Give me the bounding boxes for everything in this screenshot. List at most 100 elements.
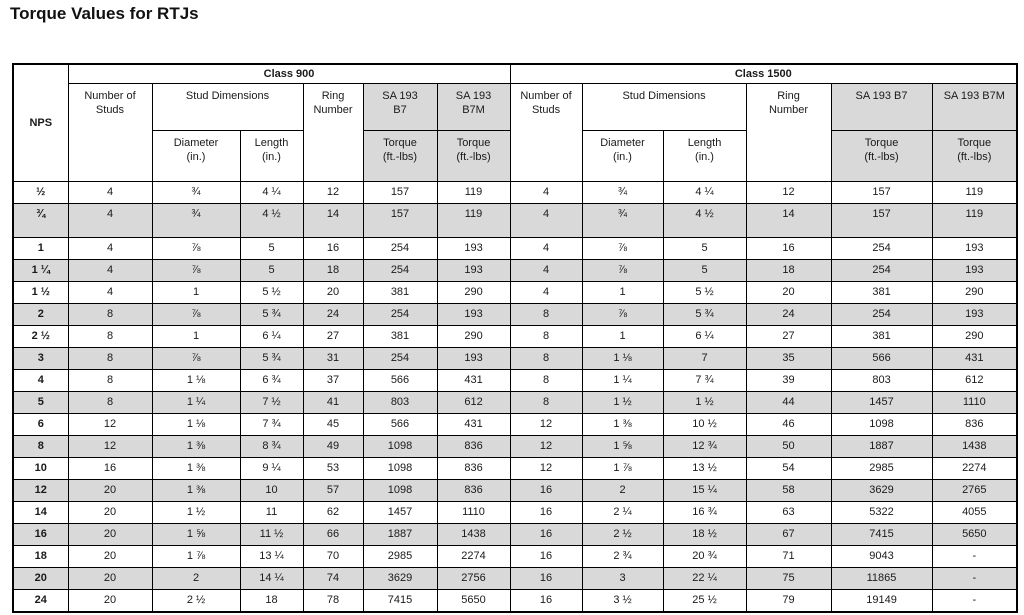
value-cell: 119 — [931, 203, 1018, 238]
value-cell: 1 ⅝ — [151, 523, 241, 546]
value-cell: 254 — [830, 303, 933, 326]
header-length-900: Length (in.) — [239, 130, 304, 182]
value-cell: 381 — [830, 325, 933, 348]
value-cell: 2 — [151, 567, 241, 590]
value-cell: 2 ¼ — [581, 501, 664, 524]
value-cell: 4 ½ — [239, 203, 304, 238]
value-cell: 1438 — [931, 435, 1018, 458]
value-cell: 566 — [362, 369, 438, 392]
value-cell: 157 — [362, 203, 438, 238]
value-cell: 11865 — [830, 567, 933, 590]
value-cell: 1098 — [362, 479, 438, 502]
value-cell: 5650 — [931, 523, 1018, 546]
value-cell: 3 — [581, 567, 664, 590]
value-cell: 75 — [745, 567, 832, 590]
value-cell: 12 — [509, 435, 583, 458]
value-cell: 803 — [362, 391, 438, 414]
value-cell: 254 — [830, 259, 933, 282]
value-cell: 5 ¾ — [239, 303, 304, 326]
value-cell: 4 — [509, 259, 583, 282]
value-cell: 8 — [509, 325, 583, 348]
value-cell: 12 — [509, 413, 583, 436]
value-cell: 566 — [362, 413, 438, 436]
value-cell: 836 — [436, 457, 511, 480]
value-cell: 78 — [302, 589, 364, 613]
value-cell: 4 — [509, 237, 583, 260]
value-cell: 8 — [509, 391, 583, 414]
nps-cell: 10 — [12, 457, 69, 480]
value-cell: 8 — [67, 325, 153, 348]
nps-cell: 3 — [12, 347, 69, 370]
value-cell: 1 ⅛ — [151, 413, 241, 436]
nps-cell: 1 ¼ — [12, 259, 69, 282]
value-cell: 16 — [509, 545, 583, 568]
value-cell: 193 — [931, 237, 1018, 260]
value-cell: 16 — [509, 479, 583, 502]
header-diameter-1500: Diameter (in.) — [581, 130, 664, 182]
value-cell: 14 ¼ — [239, 567, 304, 590]
value-cell: 2765 — [931, 479, 1018, 502]
nps-cell: 20 — [12, 567, 69, 590]
value-cell: 5 ½ — [239, 281, 304, 304]
value-cell: ⅞ — [151, 237, 241, 260]
value-cell: 3 ½ — [581, 589, 664, 613]
value-cell: 290 — [931, 325, 1018, 348]
value-cell: 66 — [302, 523, 364, 546]
value-cell: 1438 — [436, 523, 511, 546]
value-cell: 1 ½ — [662, 391, 747, 414]
value-cell: 119 — [436, 181, 511, 204]
value-cell: 7 ½ — [239, 391, 304, 414]
value-cell: 8 — [67, 347, 153, 370]
value-cell: 12 — [509, 457, 583, 480]
nps-cell: 12 — [12, 479, 69, 502]
value-cell: 20 — [67, 479, 153, 502]
value-cell: ¾ — [151, 203, 241, 238]
header-ring-number-900: Ring Number — [302, 83, 364, 182]
header-diameter-900: Diameter (in.) — [151, 130, 241, 182]
value-cell: 45 — [302, 413, 364, 436]
value-cell: 5 — [239, 259, 304, 282]
value-cell: 49 — [302, 435, 364, 458]
value-cell: 1457 — [362, 501, 438, 524]
value-cell: 1 ½ — [581, 391, 664, 414]
value-cell: 1 — [581, 281, 664, 304]
value-cell: 27 — [302, 325, 364, 348]
nps-cell: 5 — [12, 391, 69, 414]
value-cell: 193 — [436, 259, 511, 282]
value-cell: 2985 — [830, 457, 933, 480]
value-cell: 24 — [302, 303, 364, 326]
value-cell: 381 — [362, 281, 438, 304]
value-cell: 79 — [745, 589, 832, 613]
value-cell: 431 — [931, 347, 1018, 370]
nps-cell: 1 — [12, 237, 69, 260]
value-cell: 4 — [509, 203, 583, 238]
value-cell: 8 — [67, 303, 153, 326]
table-header: NPS Class 900 Class 1500 Number of Studs… — [12, 63, 1018, 182]
value-cell: 4 — [509, 281, 583, 304]
value-cell: 1 ⅞ — [581, 457, 664, 480]
value-cell: 16 — [302, 237, 364, 260]
value-cell: 1 — [151, 325, 241, 348]
nps-cell: 24 — [12, 589, 69, 613]
value-cell: 1110 — [931, 391, 1018, 414]
value-cell: 63 — [745, 501, 832, 524]
value-cell: 1 ⅛ — [581, 347, 664, 370]
value-cell: 8 ¾ — [239, 435, 304, 458]
table-row: 14 20 1 ½ 11 62 1457 1110 16 2 ¼ 16 ¾ 63 5322 4055 — [12, 501, 1018, 524]
torque-table: NPS Class 900 Class 1500 Number of Studs… — [12, 63, 1019, 613]
value-cell: 8 — [509, 347, 583, 370]
value-cell: 254 — [362, 259, 438, 282]
value-cell: 193 — [931, 303, 1018, 326]
value-cell: 4 ½ — [662, 203, 747, 238]
value-cell: 4055 — [931, 501, 1018, 524]
header-sa193b7m-1500: SA 193 B7M — [931, 83, 1018, 131]
header-torque-b7m-900: Torque (ft.-lbs) — [436, 130, 511, 182]
value-cell: 27 — [745, 325, 832, 348]
value-cell: 119 — [436, 203, 511, 238]
value-cell: 15 ¼ — [662, 479, 747, 502]
value-cell: 53 — [302, 457, 364, 480]
header-sa193b7-1500: SA 193 B7 — [830, 83, 933, 131]
value-cell: ⅞ — [581, 259, 664, 282]
